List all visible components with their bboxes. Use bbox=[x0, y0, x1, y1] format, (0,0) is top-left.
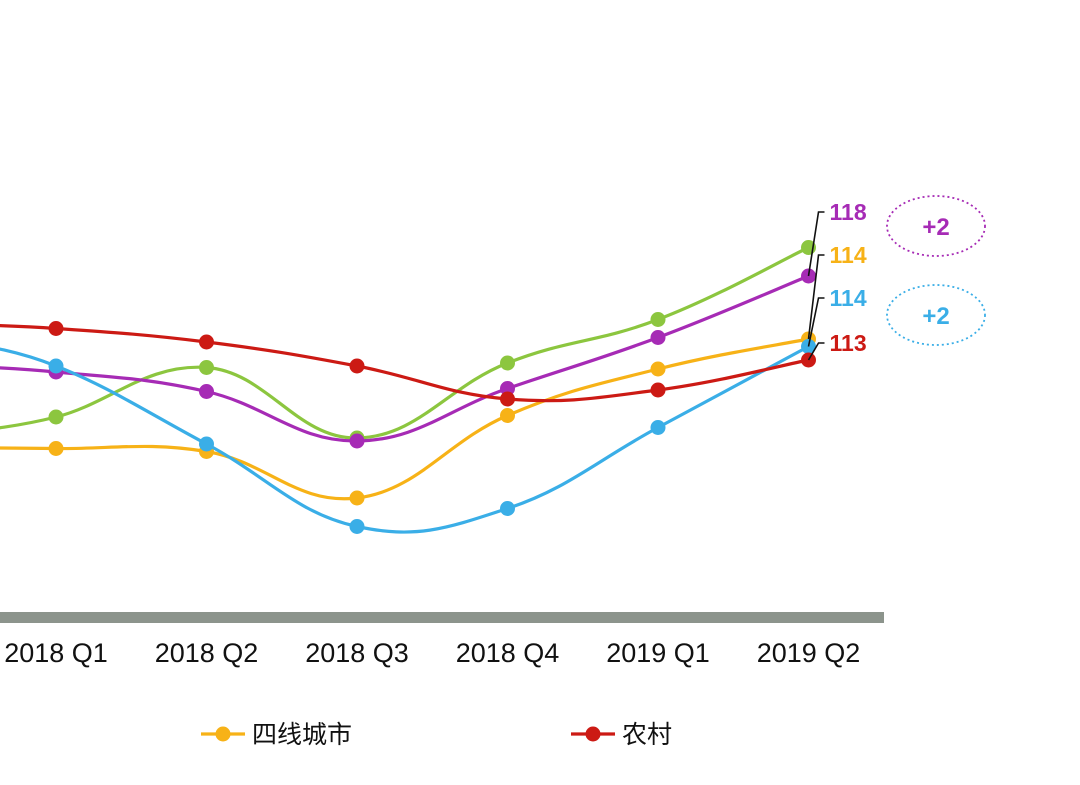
delta-label-purple: +2 bbox=[922, 214, 949, 241]
x-tick-label: 2018 Q2 bbox=[155, 638, 259, 668]
legend-item: 农村 bbox=[571, 720, 672, 749]
end-labels: 118 114 114 113 +2 +2 bbox=[807, 195, 986, 361]
x-tick-label: 2018 Q4 bbox=[456, 638, 560, 668]
data-point-red-1 bbox=[199, 334, 214, 350]
data-point-orange-2 bbox=[349, 490, 365, 506]
data-point-purple-1 bbox=[199, 384, 214, 399]
data-point-blue-1 bbox=[199, 436, 214, 452]
delta-badge-purple bbox=[886, 195, 986, 257]
legend-item: 四线城市 bbox=[201, 720, 352, 749]
end-label-blue: 114 bbox=[830, 285, 867, 311]
series-blue bbox=[0, 339, 816, 534]
x-axis-line bbox=[0, 612, 884, 623]
data-point-blue-2 bbox=[349, 519, 365, 534]
data-point-purple-4 bbox=[650, 330, 666, 345]
data-point-red-3 bbox=[500, 391, 515, 407]
data-point-blue-3 bbox=[500, 501, 515, 516]
end-label-orange: 114 bbox=[830, 242, 867, 268]
series-layer bbox=[0, 240, 816, 534]
series-red bbox=[0, 321, 816, 407]
data-point-purple-2 bbox=[349, 433, 365, 449]
delta-badge-blue bbox=[886, 284, 986, 346]
legend: 四线城市 农村 bbox=[201, 720, 672, 749]
data-point-green-3 bbox=[500, 355, 515, 371]
data-point-green-4 bbox=[650, 312, 666, 327]
end-label-purple: 118 bbox=[830, 199, 867, 225]
legend-label: 农村 bbox=[622, 720, 672, 749]
leader-line-blue bbox=[807, 297, 825, 347]
x-axis: 2018 Q1 2018 Q2 2018 Q3 2018 Q4 2019 Q1 2019 … bbox=[0, 612, 884, 668]
legend-label: 四线城市 bbox=[252, 720, 352, 749]
series-green bbox=[0, 240, 816, 446]
x-tick-label: 2018 Q1 bbox=[4, 638, 108, 668]
series-line-orange bbox=[0, 337, 811, 501]
leader-line-orange bbox=[807, 254, 825, 340]
data-point-green-0 bbox=[48, 409, 64, 425]
legend-swatch-marker bbox=[215, 726, 231, 742]
x-tick-label: 2019 Q1 bbox=[606, 638, 710, 668]
leader-line-purple bbox=[807, 211, 825, 277]
data-point-blue-4 bbox=[650, 420, 666, 435]
series-purple bbox=[0, 268, 816, 449]
data-point-orange-3 bbox=[500, 408, 515, 423]
series-line-purple bbox=[0, 274, 811, 443]
data-point-purple-3 bbox=[500, 381, 515, 396]
series-orange bbox=[0, 331, 816, 506]
legend-swatch-marker bbox=[585, 726, 601, 742]
data-point-green-1 bbox=[199, 360, 214, 375]
data-point-red-0 bbox=[48, 321, 64, 336]
series-line-green bbox=[0, 245, 811, 440]
data-point-red-2 bbox=[349, 358, 365, 374]
series-line-blue bbox=[0, 344, 811, 534]
x-tick-label: 2019 Q2 bbox=[757, 638, 861, 668]
leader-line-red bbox=[807, 342, 825, 361]
delta-label-blue: +2 bbox=[922, 303, 949, 330]
data-point-blue-0 bbox=[48, 358, 64, 374]
data-point-orange-0 bbox=[48, 441, 64, 456]
data-point-orange-4 bbox=[650, 361, 666, 377]
end-label-red: 113 bbox=[830, 330, 867, 356]
x-tick-label: 2018 Q3 bbox=[305, 638, 409, 668]
data-point-red-4 bbox=[650, 382, 666, 398]
